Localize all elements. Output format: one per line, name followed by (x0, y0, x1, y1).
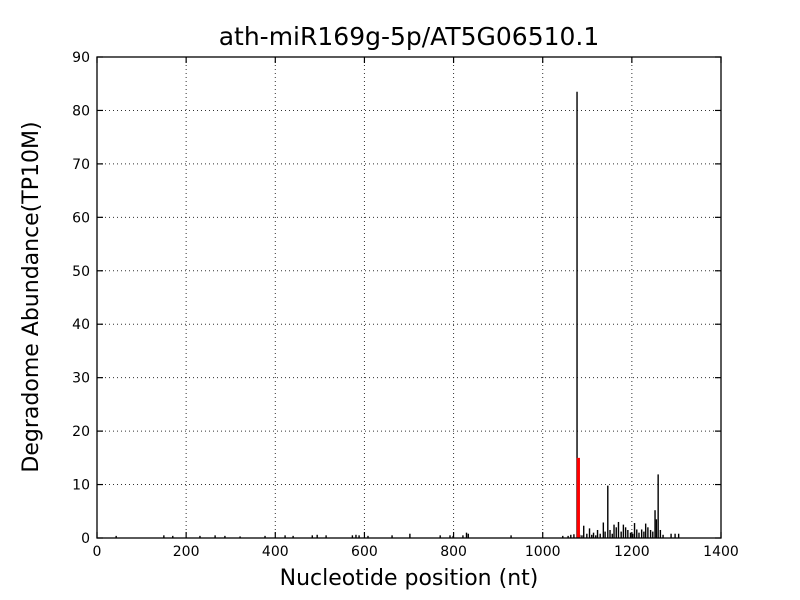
y-tick-label: 0 (81, 531, 90, 547)
y-tick-label: 20 (72, 424, 90, 440)
y-tick-label: 50 (72, 264, 90, 280)
x-tick-label: 1200 (614, 544, 650, 560)
plot-frame (96, 56, 722, 539)
bar-layer (115, 91, 680, 538)
y-tick-label: 60 (72, 210, 90, 226)
x-tick-label: 0 (93, 544, 102, 560)
y-tick-label: 70 (72, 157, 90, 173)
grid-layer (97, 57, 721, 538)
x-tick-label: 400 (262, 544, 289, 560)
tick-label-layer: 0 200 400 600 800 1000 1200 1400 0 10 20 30 40 50 60 70… (72, 50, 739, 560)
x-tick-label: 1000 (525, 544, 561, 560)
x-axis-label: Nucleotide position (nt) (280, 566, 539, 591)
x-tick-label: 1400 (703, 544, 739, 560)
y-axis-label: Degradome Abundance(TP10M) (19, 121, 44, 472)
y-tick-label: 40 (72, 317, 90, 333)
y-tick-label: 90 (72, 50, 90, 66)
x-tick-label: 200 (173, 544, 200, 560)
y-tick-label: 80 (72, 103, 90, 119)
tick-layer (96, 56, 722, 539)
x-tick-label: 600 (351, 544, 378, 560)
y-tick-label: 30 (72, 371, 90, 387)
x-tick-label: 800 (440, 544, 467, 560)
chart-title: ath-miR169g-5p/AT5G06510.1 (219, 22, 600, 51)
y-tick-label: 10 (72, 478, 90, 494)
